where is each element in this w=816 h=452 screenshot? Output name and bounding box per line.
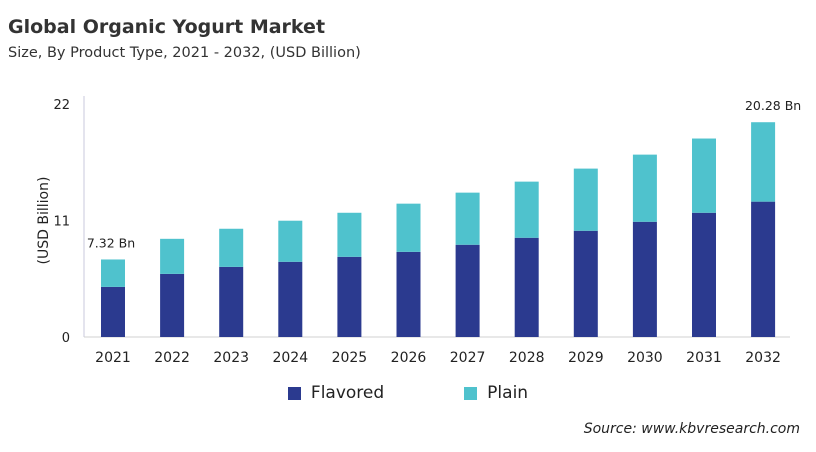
y-axis-label: (USD Billion): [36, 177, 52, 265]
legend-label-flavored: Flavored: [310, 383, 385, 403]
x-tick-label: 2029: [568, 350, 604, 366]
bar-flavored-2023: [219, 266, 244, 337]
source-note: Source: www.kbvresearch.com: [583, 421, 800, 437]
x-tick-label: 2022: [154, 350, 190, 366]
x-tick-label: 2031: [686, 350, 722, 366]
x-tick-label: 2026: [391, 350, 427, 366]
legend-swatch-flavored: [287, 386, 301, 400]
bar-plain-2023: [219, 228, 244, 267]
bar-flavored-2024: [278, 261, 303, 337]
bar-flavored-2021: [101, 286, 125, 337]
legend-swatch-plain: [464, 386, 478, 400]
x-tick-label: 2021: [95, 350, 131, 366]
x-tick-label: 2032: [745, 350, 781, 366]
y-tick-label: 11: [53, 215, 70, 230]
legend-item-flavored: Flavored: [287, 383, 385, 403]
legend-item-plain: Plain: [464, 383, 528, 403]
x-tick-label: 2030: [627, 350, 663, 366]
bar-plain-2021: [101, 259, 125, 287]
bar-flavored-2031: [692, 212, 716, 337]
x-tick-label: 2025: [332, 350, 368, 366]
bar-plain-2028: [514, 181, 539, 238]
bar-flavored-2027: [455, 244, 480, 337]
legend-label-plain: Plain: [487, 383, 529, 403]
x-tick-label: 2027: [450, 350, 486, 366]
bar-plain-2030: [632, 154, 657, 222]
bar-plain-2024: [278, 220, 303, 262]
x-tick-label: 2024: [272, 350, 308, 366]
bar-flavored-2025: [337, 256, 362, 337]
bar-plain-2031: [692, 138, 716, 213]
y-tick-label: 0: [62, 331, 70, 346]
bar-flavored-2030: [632, 221, 657, 337]
chart-title: Global Organic Yogurt Market: [8, 16, 326, 38]
data-label-2021: 7.32 Bn: [87, 235, 135, 250]
bar-flavored-2029: [573, 230, 598, 337]
chart-subtitle: Size, By Product Type, 2021 - 2032, (USD…: [8, 45, 361, 61]
bar-flavored-2028: [514, 237, 539, 337]
bar-plain-2025: [337, 212, 362, 257]
bar-plain-2022: [160, 238, 185, 274]
y-tick-label: 22: [53, 98, 70, 113]
bar-flavored-2022: [160, 273, 185, 337]
x-tick-label: 2023: [213, 350, 249, 366]
bar-plain-2026: [396, 203, 421, 252]
x-tick-label: 2028: [509, 350, 545, 366]
bar-plain-2027: [455, 192, 480, 245]
legend: Flavored Plain: [0, 383, 816, 403]
bar-plain-2032: [751, 122, 776, 202]
bar-plain-2029: [573, 168, 598, 231]
bar-flavored-2026: [396, 251, 421, 337]
data-label-2032: 20.28 Bn: [745, 98, 801, 113]
bar-flavored-2032: [751, 201, 776, 337]
